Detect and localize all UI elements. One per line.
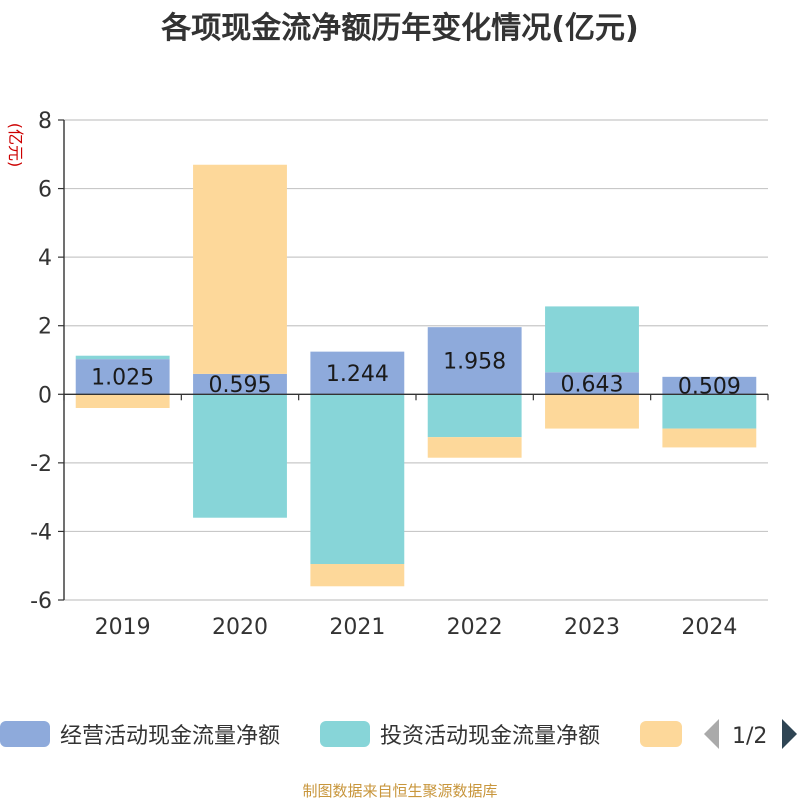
legend-next-page-icon[interactable]: [782, 719, 797, 749]
axes: -6 -4 -2 0 2 4 6 8 2019 2020 2021 2022 2023 2024: [30, 109, 769, 640]
legend-prev-page-icon[interactable]: [704, 719, 719, 749]
legend-page-indicator: 1/2: [732, 724, 767, 749]
y-tick-label: -2: [30, 452, 52, 477]
bar-segment-2021-series-1[interactable]: [310, 351, 405, 395]
gridlines: [64, 119, 768, 601]
bar-segment-2024-series-3[interactable]: [662, 428, 757, 448]
legend-label-operating[interactable]: 经营活动现金流量净额: [60, 724, 280, 749]
legend-label-investing[interactable]: 投资活动现金流量净额: [380, 724, 600, 749]
x-tick-label-2020: 2020: [212, 615, 268, 640]
chart-title: 各项现金流净额历年变化情况(亿元): [160, 11, 638, 46]
y-tick-label: 8: [38, 109, 52, 134]
data-labels: 1.025 0.595 1.244 1.958 0.643 0.509: [91, 350, 741, 400]
y-tick-label: 0: [38, 383, 52, 408]
y-axis-unit: (亿元): [6, 123, 25, 168]
x-tick-label-2021: 2021: [329, 615, 385, 640]
bar-segment-2019-series-2[interactable]: [75, 355, 170, 360]
legend: 经营活动现金流量净额 投资活动现金流量净额 1/2: [0, 719, 797, 749]
data-label-2020: 0.595: [209, 373, 272, 398]
bar-segment-2020-series-1[interactable]: [193, 373, 287, 395]
source-note: 制图数据来自恒生聚源数据库: [302, 782, 497, 800]
bar-segment-2023-series-1[interactable]: [545, 372, 639, 395]
data-label-2023: 0.643: [561, 372, 624, 397]
bar-segment-2024-series-2[interactable]: [662, 394, 757, 429]
data-label-2024: 0.509: [678, 375, 741, 400]
x-tick-label-2023: 2023: [564, 615, 620, 640]
bar-segment-2022-series-3[interactable]: [427, 437, 522, 458]
bar-segment-2021-series-2[interactable]: [310, 394, 405, 564]
bar-segment-2024-series-1[interactable]: [662, 376, 757, 395]
y-tick-label: -6: [30, 589, 52, 614]
bar-segment-2023-series-3[interactable]: [545, 394, 639, 429]
bar-segment-2019-series-3[interactable]: [75, 394, 170, 408]
y-tick-label: -4: [30, 520, 52, 545]
bar-segment-2021-series-3[interactable]: [310, 564, 405, 587]
bar-segment-2022-series-2[interactable]: [427, 394, 522, 438]
y-tick-label: 2: [38, 315, 52, 340]
data-label-2019: 1.025: [91, 366, 154, 391]
x-tick-label-2024: 2024: [681, 615, 737, 640]
bar-segment-2020-series-3[interactable]: [193, 164, 287, 374]
bar-segment-2019-series-1[interactable]: [75, 359, 170, 395]
y-tick-label: 6: [38, 178, 52, 203]
legend-swatch-investing[interactable]: [320, 721, 370, 747]
data-label-2022: 1.958: [443, 350, 506, 375]
legend-swatch-operating[interactable]: [0, 721, 50, 747]
bar-segment-2020-series-2[interactable]: [193, 394, 287, 518]
x-tick-label-2022: 2022: [447, 615, 503, 640]
y-tick-label: 4: [38, 246, 52, 271]
legend-swatch-financing[interactable]: [640, 721, 682, 747]
data-label-2021: 1.244: [326, 362, 389, 387]
bar-segment-2023-series-2[interactable]: [545, 306, 639, 373]
x-tick-label-2019: 2019: [95, 615, 151, 640]
bar-segment-2022-series-1[interactable]: [427, 327, 522, 395]
bars: [75, 164, 757, 587]
